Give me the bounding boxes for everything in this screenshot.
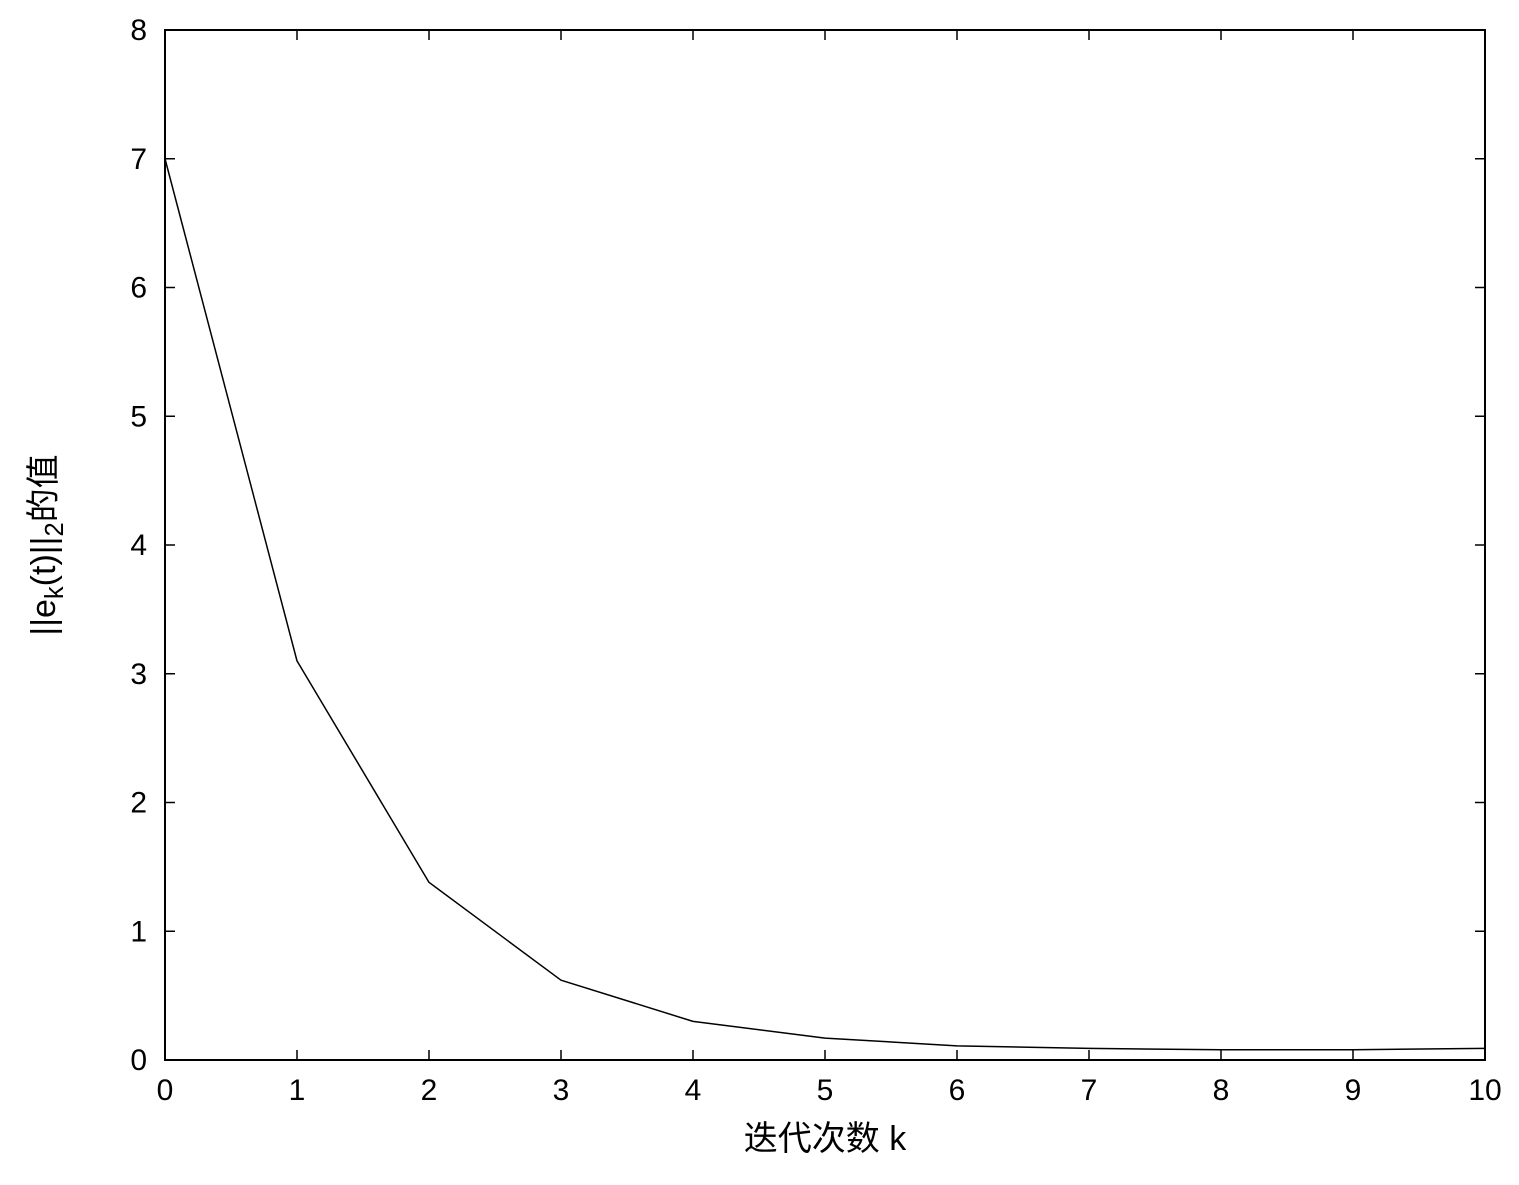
y-axis-label: ||ek(t)||2的值	[25, 454, 69, 635]
y-tick-label: 7	[130, 143, 147, 176]
y-tick-label: 3	[130, 658, 147, 691]
x-tick-label: 6	[949, 1074, 966, 1107]
y-tick-label: 0	[130, 1044, 147, 1077]
chart-container: 0 1 2 3 4 5 6 7 8 9 10 0 1 2 3 4 5 6 7 8 迭代次数 k ||ek(t)||2的值	[0, 0, 1519, 1185]
y-tick-label: 8	[130, 14, 147, 47]
chart-background	[0, 0, 1519, 1185]
y-tick-label: 5	[130, 400, 147, 433]
x-tick-label: 4	[685, 1074, 702, 1107]
x-tick-label: 7	[1081, 1074, 1098, 1107]
x-tick-label: 0	[157, 1074, 174, 1107]
y-tick-label: 1	[130, 915, 147, 948]
x-tick-label: 8	[1213, 1074, 1230, 1107]
x-tick-label: 5	[817, 1074, 834, 1107]
x-tick-label: 10	[1468, 1074, 1501, 1107]
x-tick-label: 3	[553, 1074, 570, 1107]
y-tick-label: 4	[130, 529, 147, 562]
y-tick-label: 6	[130, 272, 147, 305]
x-tick-label: 1	[289, 1074, 306, 1107]
x-axis-label: 迭代次数 k	[744, 1120, 907, 1158]
x-tick-label: 2	[421, 1074, 438, 1107]
x-tick-label: 9	[1345, 1074, 1362, 1107]
y-tick-label: 2	[130, 787, 147, 820]
line-chart: 0 1 2 3 4 5 6 7 8 9 10 0 1 2 3 4 5 6 7 8 迭代次数 k ||ek(t)||2的值	[0, 0, 1519, 1185]
